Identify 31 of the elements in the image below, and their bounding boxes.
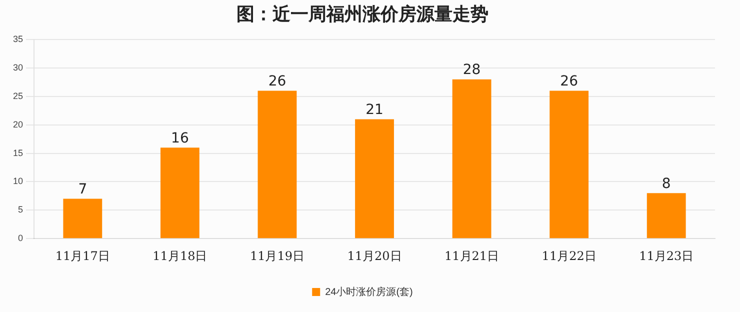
- x-tick-label: 11月23日: [639, 248, 694, 263]
- y-tick-label: 30: [12, 62, 24, 73]
- bar: [258, 90, 297, 238]
- y-tick-label: 25: [12, 90, 24, 101]
- y-tick-label: 0: [18, 233, 24, 244]
- y-tick-label: 5: [18, 204, 24, 215]
- bar: [160, 148, 200, 238]
- bar: [355, 119, 394, 238]
- bar: [452, 79, 492, 238]
- x-tick-label: 11月18日: [152, 248, 208, 263]
- y-tick-label: 20: [12, 119, 24, 130]
- bar: [550, 90, 589, 238]
- data-label: 7: [78, 181, 88, 198]
- y-tick-label: 10: [12, 176, 24, 186]
- x-tick-label: 11月19日: [250, 248, 304, 263]
- y-tick-label: 35: [12, 34, 24, 44]
- bar: [63, 198, 102, 238]
- legend-label: 24小时涨价房源(套): [325, 286, 413, 298]
- x-tick-label: 11月20日: [347, 248, 402, 263]
- x-tick-label: 11月22日: [542, 248, 596, 263]
- x-tick-label: 11月21日: [444, 248, 500, 263]
- data-label: 16: [171, 130, 189, 146]
- x-tick-label: 11月17日: [55, 248, 110, 263]
- bar: [646, 193, 686, 238]
- data-label: 28: [462, 62, 481, 78]
- y-tick-label: 15: [12, 148, 24, 158]
- data-label: 21: [366, 102, 384, 118]
- chart-title: 图：近一周福州涨价房源量走势: [236, 4, 488, 24]
- data-label: 8: [662, 176, 671, 192]
- data-label: 26: [268, 73, 286, 90]
- data-label: 26: [560, 73, 578, 90]
